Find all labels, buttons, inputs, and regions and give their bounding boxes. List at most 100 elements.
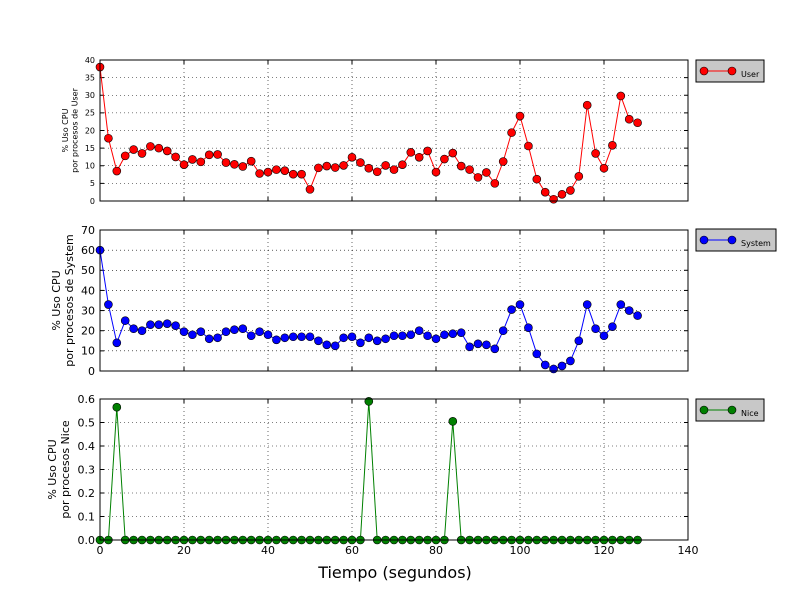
data-point [498, 157, 508, 166]
data-point [608, 322, 617, 331]
data-point [566, 186, 575, 195]
y-axis-label-line: % Uso CPU [50, 270, 63, 330]
data-point [456, 161, 466, 171]
user-cpu-panel: 0 5 10 15 20 25 30 35 40 % Uso CPUpor procesos de… [61, 56, 765, 206]
data-point [263, 167, 273, 177]
data-point [255, 169, 264, 178]
y-tick-label: 15 [85, 144, 95, 153]
x-tick-label: 20 [177, 544, 191, 557]
data-point [566, 356, 575, 366]
data-point [339, 161, 348, 170]
y-tick-label: 0 [90, 197, 95, 206]
data-point [473, 339, 483, 349]
y-tick-label: 0.4 [78, 440, 96, 453]
data-point [482, 168, 491, 177]
data-point [440, 330, 449, 340]
data-point [423, 146, 432, 156]
x-tick-label: 80 [429, 544, 443, 557]
data-point [162, 146, 172, 156]
data-point [364, 163, 374, 173]
data-point [179, 160, 189, 169]
data-point [179, 327, 189, 337]
data-point [372, 167, 382, 177]
data-point [230, 325, 239, 335]
data-point [608, 141, 617, 150]
grid-lines [100, 230, 688, 371]
data-point [515, 111, 525, 121]
data-point [154, 143, 164, 153]
x-tick-label: 40 [261, 544, 275, 557]
data-point [120, 151, 130, 161]
y-axis-label-line: por procesos Nice [59, 420, 72, 519]
data-point [431, 167, 441, 177]
data-point [582, 100, 592, 110]
legend-marker [727, 235, 737, 245]
data-point [557, 190, 567, 199]
y-tick-label: 0.5 [78, 416, 96, 429]
y-tick-label: 0.1 [78, 510, 96, 523]
data-point [532, 174, 542, 184]
y-axis-label-line: por procesos de System [63, 234, 76, 367]
data-point [498, 326, 508, 336]
data-point [532, 349, 542, 359]
data-point [549, 364, 558, 374]
data-point [221, 158, 231, 167]
data-point [154, 320, 164, 329]
data-point [112, 338, 122, 348]
data-point [314, 336, 323, 346]
y-tick-label: 10 [85, 162, 95, 171]
y-tick-label: 5 [90, 179, 95, 188]
y-tick-label: 0 [88, 365, 95, 378]
x-ticks: 0 20 40 60 80 100 120 140 [97, 399, 699, 557]
data-point [280, 166, 290, 175]
y-tick-label: 60 [81, 244, 95, 257]
data-point [398, 160, 407, 169]
y-tick-label: 0.2 [78, 487, 96, 500]
data-point [112, 402, 122, 412]
data-point [524, 323, 533, 332]
data-point [456, 328, 466, 338]
axes-frame [99, 398, 689, 541]
y-tick-label: 0.0 [78, 534, 96, 547]
y-axis-label: % Uso CPUpor procesos de System [50, 234, 76, 367]
grid-lines [100, 60, 688, 201]
data-point [540, 187, 550, 197]
data-point [272, 335, 281, 345]
data-point [624, 114, 634, 124]
data-point [591, 324, 600, 334]
data-point [364, 333, 374, 343]
data-point [204, 334, 214, 344]
data-point [297, 332, 306, 342]
data-point [280, 333, 290, 343]
legend-marker [727, 405, 737, 415]
data-point [381, 334, 390, 344]
data-point [624, 306, 634, 315]
data-point [448, 417, 458, 426]
data-point [406, 148, 416, 157]
nice-cpu-panel: 0.0 0.1 0.2 0.3 0.4 0.5 0.6 0 20 40 60 80 100 120 140%… [46, 393, 765, 557]
x-tick-label: 60 [345, 544, 359, 557]
data-point [356, 338, 365, 348]
legend-marker [699, 405, 709, 415]
series-line [99, 250, 638, 370]
data-point [255, 327, 264, 337]
data-point [414, 152, 424, 162]
data-point [347, 152, 357, 162]
data-point [557, 361, 567, 371]
data-point [297, 169, 306, 179]
x-axis-label: Tiempo (segundos) [317, 563, 472, 582]
data-point [574, 172, 584, 181]
y-tick-label: 0.3 [78, 463, 96, 476]
legend-label: System [741, 239, 771, 248]
legend: User [695, 59, 765, 83]
data-point [137, 149, 147, 158]
data-point [524, 141, 533, 151]
data-point [246, 331, 256, 341]
data-point [633, 311, 642, 320]
data-point [448, 329, 458, 339]
data-point [305, 185, 315, 194]
data-point [591, 149, 600, 158]
data-point [465, 342, 474, 352]
data-point [129, 324, 138, 334]
